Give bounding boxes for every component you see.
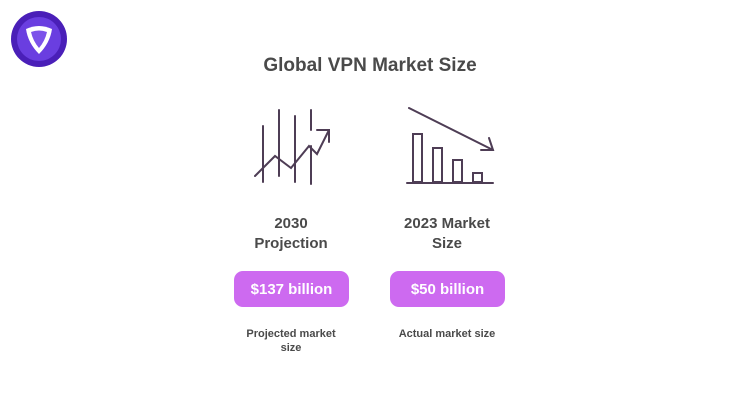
card-caption: Actual market size bbox=[382, 327, 512, 341]
card-label-line: 2030 bbox=[274, 215, 308, 232]
caption-line: Actual market size bbox=[398, 328, 496, 340]
caption-line: Projected market bbox=[246, 328, 336, 340]
card-label-line: Projection bbox=[254, 235, 328, 252]
rising-chart-icon bbox=[241, 106, 341, 190]
page-title: Global VPN Market Size bbox=[263, 55, 477, 76]
card-label: 2030 Projection bbox=[226, 214, 356, 254]
brand-logo-icon bbox=[10, 10, 68, 68]
falling-bar-chart-icon bbox=[397, 106, 497, 190]
card-label: 2023 Market Size bbox=[382, 214, 512, 254]
card-label-line: Size bbox=[431, 235, 462, 252]
caption-line: size bbox=[280, 342, 302, 354]
card-caption: Projected market size bbox=[226, 327, 356, 355]
card-label-line: 2023 Market bbox=[404, 215, 490, 232]
value-badge: $137 billion bbox=[234, 271, 349, 307]
value-badge: $50 billion bbox=[390, 271, 505, 307]
